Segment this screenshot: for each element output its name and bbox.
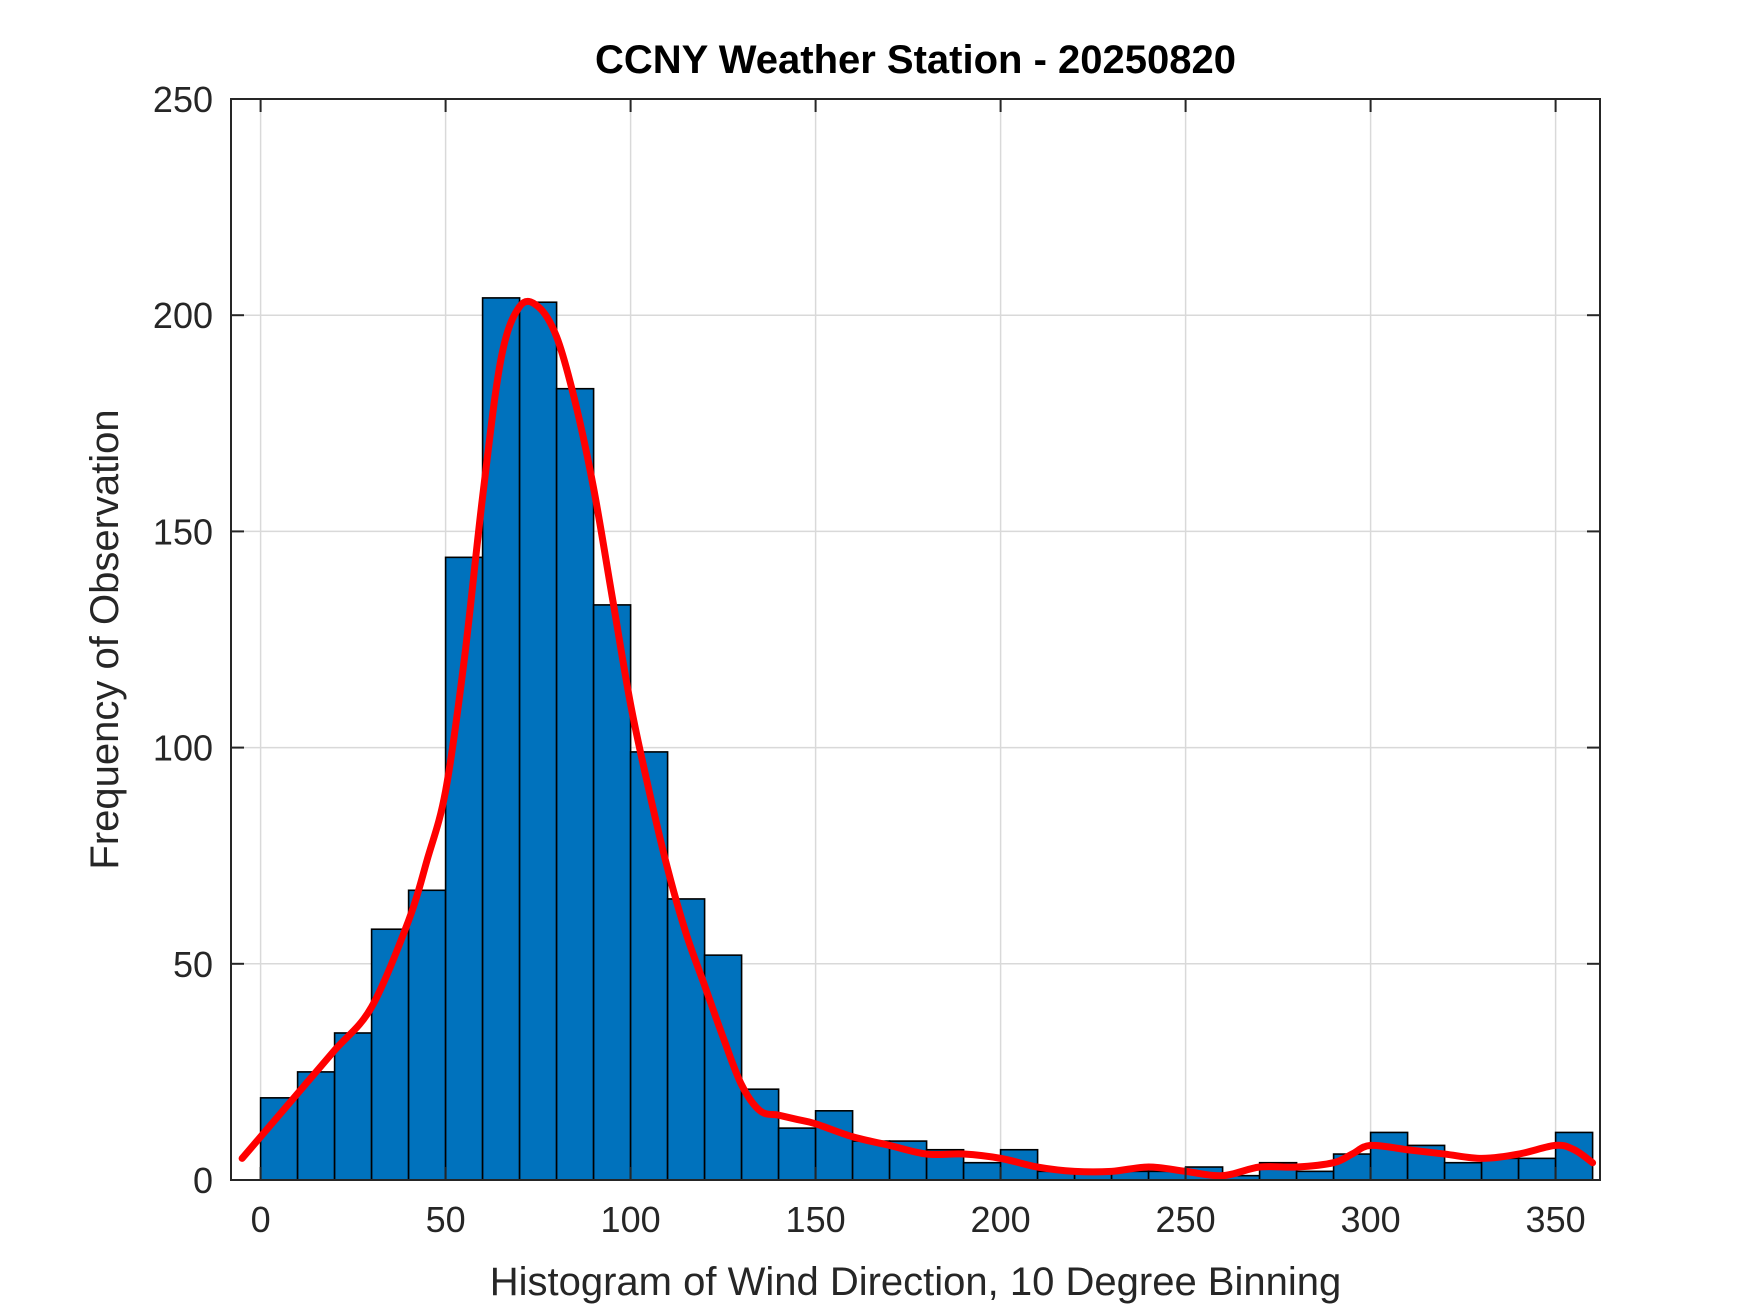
histogram-bar [629, 751, 669, 1181]
x-tick-label: 250 [1156, 1199, 1216, 1240]
histogram-bar [777, 1127, 817, 1181]
x-tick-label: 0 [251, 1199, 271, 1240]
histogram-bar [1369, 1131, 1409, 1181]
histogram-bar [740, 1088, 780, 1181]
histogram-bar [962, 1161, 1002, 1181]
chart-title: CCNY Weather Station - 20250820 [595, 38, 1236, 82]
y-tick-label: 0 [193, 1160, 213, 1201]
x-tick-label: 200 [971, 1199, 1031, 1240]
x-tick-label: 350 [1526, 1199, 1586, 1240]
axis-ticks: 0 50 100 150 200 250 300 350 0 50 100 150 200 250 [153, 79, 1600, 1240]
histogram-bar [1295, 1170, 1335, 1181]
histogram-bar [407, 889, 447, 1181]
y-tick-label: 200 [153, 295, 213, 336]
histogram-bar [1517, 1157, 1557, 1181]
y-axis-label: Frequency of Observation [83, 409, 127, 869]
y-tick-label: 150 [153, 511, 213, 552]
y-tick-label: 250 [153, 79, 213, 120]
histogram-bar [814, 1110, 854, 1181]
density-curve [238, 297, 1597, 1180]
x-axis-label: Histogram of Wind Direction, 10 Degree B… [490, 1260, 1342, 1304]
x-tick-label: 50 [426, 1199, 466, 1240]
y-tick-label: 50 [173, 944, 213, 985]
histogram-bar [518, 301, 558, 1181]
x-tick-label: 150 [786, 1199, 846, 1240]
histogram-bar [592, 604, 632, 1181]
x-tick-label: 300 [1341, 1199, 1401, 1240]
axes-box [230, 98, 1601, 1181]
grid-lines [231, 98, 1600, 1181]
x-tick-label: 100 [601, 1199, 661, 1240]
histogram-bar [1443, 1161, 1483, 1181]
histogram-bar [333, 1032, 373, 1181]
y-tick-label: 100 [153, 728, 213, 769]
histogram-bar [555, 387, 595, 1181]
